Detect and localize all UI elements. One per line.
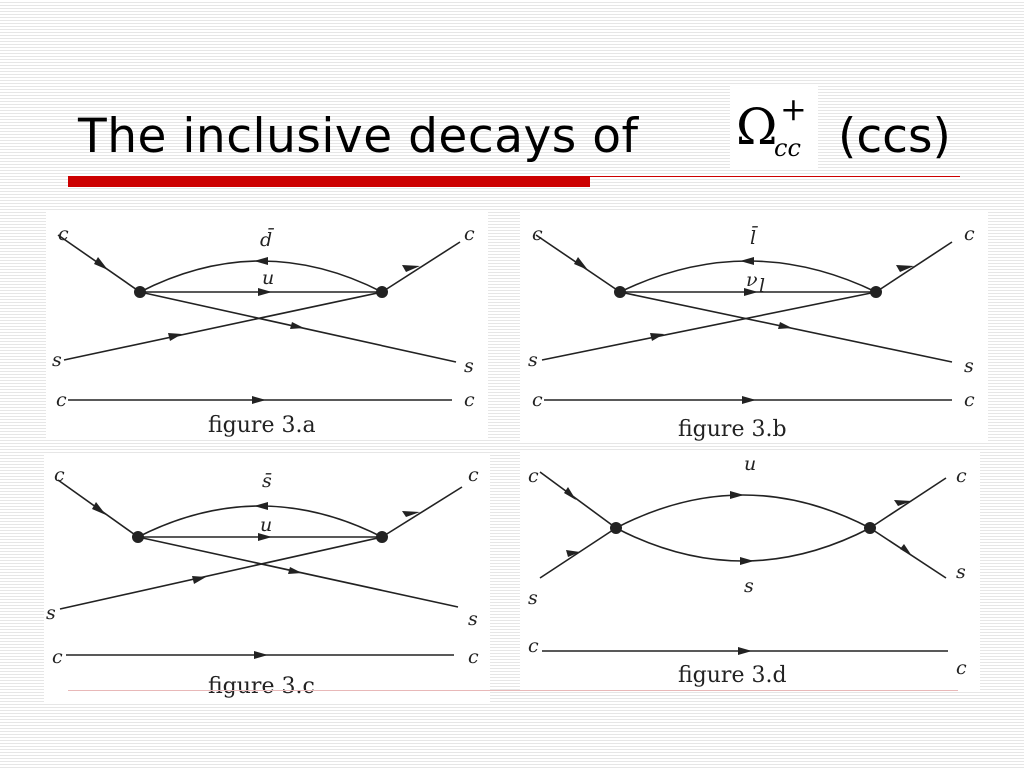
- symbol-base: Ω: [736, 98, 777, 156]
- fig3d-label-top-right: c: [956, 465, 967, 487]
- figure-3a: c c s s c c d̄ u figure 3.a: [46, 210, 488, 438]
- fig3b-label-bottom-left: c: [532, 389, 543, 411]
- fig3b-label-mid-left: s: [528, 349, 538, 371]
- fig3b-caption: figure 3.b: [678, 417, 787, 442]
- symbol-superscript: +: [780, 90, 807, 128]
- fig3a-label-straight: u: [262, 267, 274, 289]
- title-underline-thin: [590, 176, 960, 177]
- fig3b-label-bottom-right: c: [964, 389, 975, 411]
- fig3d-label-mid-right: s: [956, 561, 966, 583]
- figure-3d: c c s s c c u s figure 3.d: [520, 452, 980, 692]
- fig3c-label-top-left: c: [54, 464, 65, 486]
- fig3b-label-arc: l̄: [750, 225, 758, 249]
- fig3d-label-lower-arc: s: [744, 575, 754, 597]
- fig3c-label-arc: s̄: [262, 470, 272, 492]
- fig3a-label-bottom-right: c: [464, 389, 475, 411]
- fig3c-label-mid-left: s: [46, 602, 56, 624]
- fig3d-label-top-left: c: [528, 465, 539, 487]
- fig3a-label-arc: d̄: [260, 227, 274, 251]
- fig3c-label-bottom-left: c: [52, 646, 63, 668]
- fig3c-caption: figure 3.c: [208, 674, 315, 699]
- fig3c-label-bottom-right: c: [468, 646, 479, 668]
- fig3d-label-bottom-right: c: [956, 657, 967, 679]
- fig3a-label-bottom-left: c: [56, 389, 67, 411]
- figure-3b: c c s s c c l̄ ν l figure 3.b: [520, 210, 988, 442]
- fig3a-label-mid-left: s: [52, 349, 62, 371]
- bottom-divider: [68, 690, 958, 691]
- title-underline-accent: [68, 176, 590, 187]
- fig3a-label-top-right: c: [464, 223, 475, 245]
- fig3c-label-top-right: c: [468, 464, 479, 486]
- fig3b-label-mid-right: s: [964, 355, 974, 377]
- fig3b-label-top-right: c: [964, 223, 975, 245]
- fig3b-label-top-left: c: [532, 223, 543, 245]
- title-suffix: (ccs): [838, 108, 951, 164]
- fig3d-label-bottom-left: c: [528, 635, 539, 657]
- fig3b-label-straight-subscript: l: [759, 275, 765, 297]
- fig3a-label-top-left: c: [58, 223, 69, 245]
- symbol-subscript: cc: [774, 134, 801, 162]
- figure-3c: c c s s c c s̄ u figure 3.c: [44, 455, 490, 703]
- fig3a-caption: figure 3.a: [208, 413, 316, 438]
- fig3a-label-mid-right: s: [464, 355, 474, 377]
- slide-title: The inclusive decays of: [78, 108, 639, 164]
- fig3d-caption: figure 3.d: [678, 663, 787, 688]
- fig3c-label-mid-right: s: [468, 608, 478, 630]
- fig3b-label-straight: ν: [746, 269, 758, 291]
- fig3d-label-mid-left: s: [528, 587, 538, 609]
- fig3d-label-upper-arc: u: [744, 453, 756, 475]
- omega-cc-plus-symbol: Ω + cc: [730, 86, 818, 168]
- fig3c-label-straight: u: [260, 514, 272, 536]
